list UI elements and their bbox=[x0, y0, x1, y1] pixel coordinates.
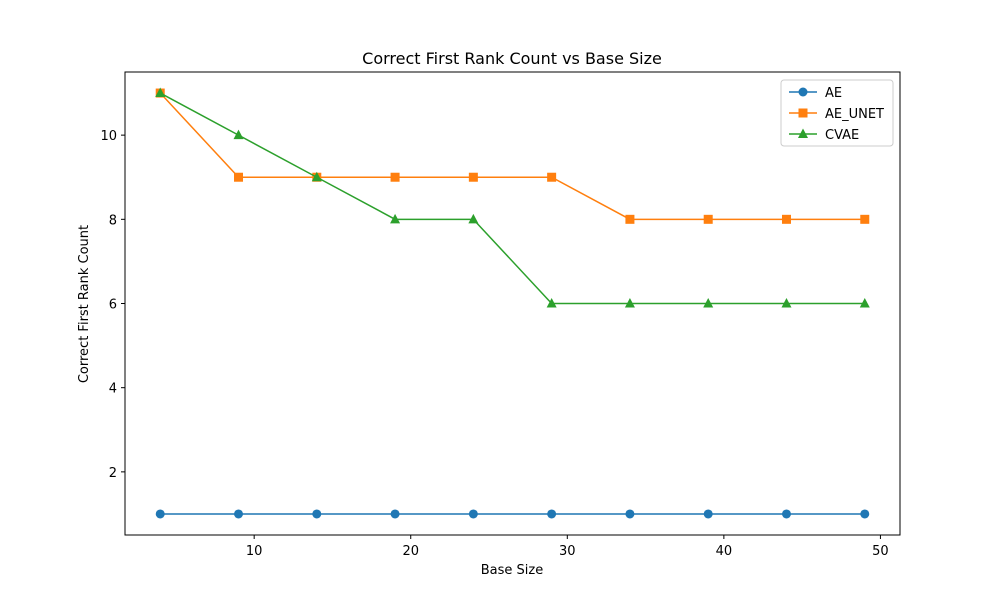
legend-box bbox=[780, 79, 894, 147]
data-point bbox=[234, 509, 244, 519]
y-tick-label: 6 bbox=[109, 298, 117, 313]
x-tick-label: 40 bbox=[716, 544, 733, 559]
data-point bbox=[781, 298, 792, 308]
legend: AE AE_UNET CVAE bbox=[780, 79, 894, 147]
data-point bbox=[468, 172, 478, 182]
x-axis: 10 20 30 40 50 bbox=[246, 535, 889, 559]
x-axis-label: Base Size bbox=[481, 563, 543, 578]
series-ae bbox=[155, 509, 870, 519]
y-tick-label: 10 bbox=[100, 129, 117, 144]
y-axis-label: Correct First Rank Count bbox=[77, 225, 92, 383]
data-point bbox=[860, 214, 870, 224]
data-point bbox=[468, 509, 478, 519]
chart-title: Correct First Rank Count vs Base Size bbox=[362, 49, 662, 68]
x-tick-label: 10 bbox=[246, 544, 263, 559]
y-axis: 2 4 6 8 10 bbox=[100, 129, 125, 481]
legend-label: AE_UNET bbox=[825, 107, 884, 122]
data-point bbox=[781, 509, 791, 519]
data-point bbox=[547, 509, 557, 519]
data-point bbox=[547, 172, 557, 182]
x-tick-label: 30 bbox=[559, 544, 576, 559]
data-point bbox=[390, 509, 400, 519]
data-point bbox=[781, 214, 791, 224]
legend-label: CVAE bbox=[825, 128, 859, 143]
data-point bbox=[233, 129, 244, 140]
series-line bbox=[159, 92, 865, 305]
data-point bbox=[703, 509, 713, 519]
y-tick-label: 2 bbox=[109, 466, 117, 481]
legend-swatch-marker bbox=[798, 87, 808, 97]
data-point bbox=[624, 298, 635, 308]
data-point bbox=[234, 172, 244, 182]
data-point bbox=[703, 214, 713, 224]
legend-entry: AE bbox=[789, 86, 842, 101]
data-point bbox=[625, 214, 635, 224]
data-point bbox=[312, 509, 322, 519]
data-point bbox=[155, 509, 165, 519]
data-point bbox=[155, 87, 166, 98]
plot-area bbox=[124, 71, 901, 536]
legend-swatch-marker bbox=[798, 108, 808, 118]
legend-entry: CVAE bbox=[789, 128, 859, 143]
data-point bbox=[546, 298, 557, 308]
data-point bbox=[468, 213, 479, 224]
legend-swatch-marker bbox=[798, 128, 808, 138]
legend-entry: AE_UNET bbox=[789, 107, 884, 122]
data-point bbox=[625, 509, 635, 519]
data-point bbox=[859, 298, 870, 308]
series-line bbox=[159, 92, 865, 221]
x-tick-label: 20 bbox=[402, 544, 419, 559]
y-tick-label: 4 bbox=[109, 382, 117, 397]
data-point bbox=[703, 298, 714, 308]
data-point bbox=[390, 172, 400, 182]
data-point bbox=[860, 509, 870, 519]
data-point bbox=[311, 171, 322, 182]
legend-label: AE bbox=[825, 86, 842, 101]
x-tick-label: 50 bbox=[872, 544, 889, 559]
series-cvae bbox=[155, 87, 870, 308]
series-ae-unet bbox=[155, 88, 870, 224]
data-point bbox=[390, 213, 401, 224]
y-tick-label: 8 bbox=[109, 213, 117, 228]
